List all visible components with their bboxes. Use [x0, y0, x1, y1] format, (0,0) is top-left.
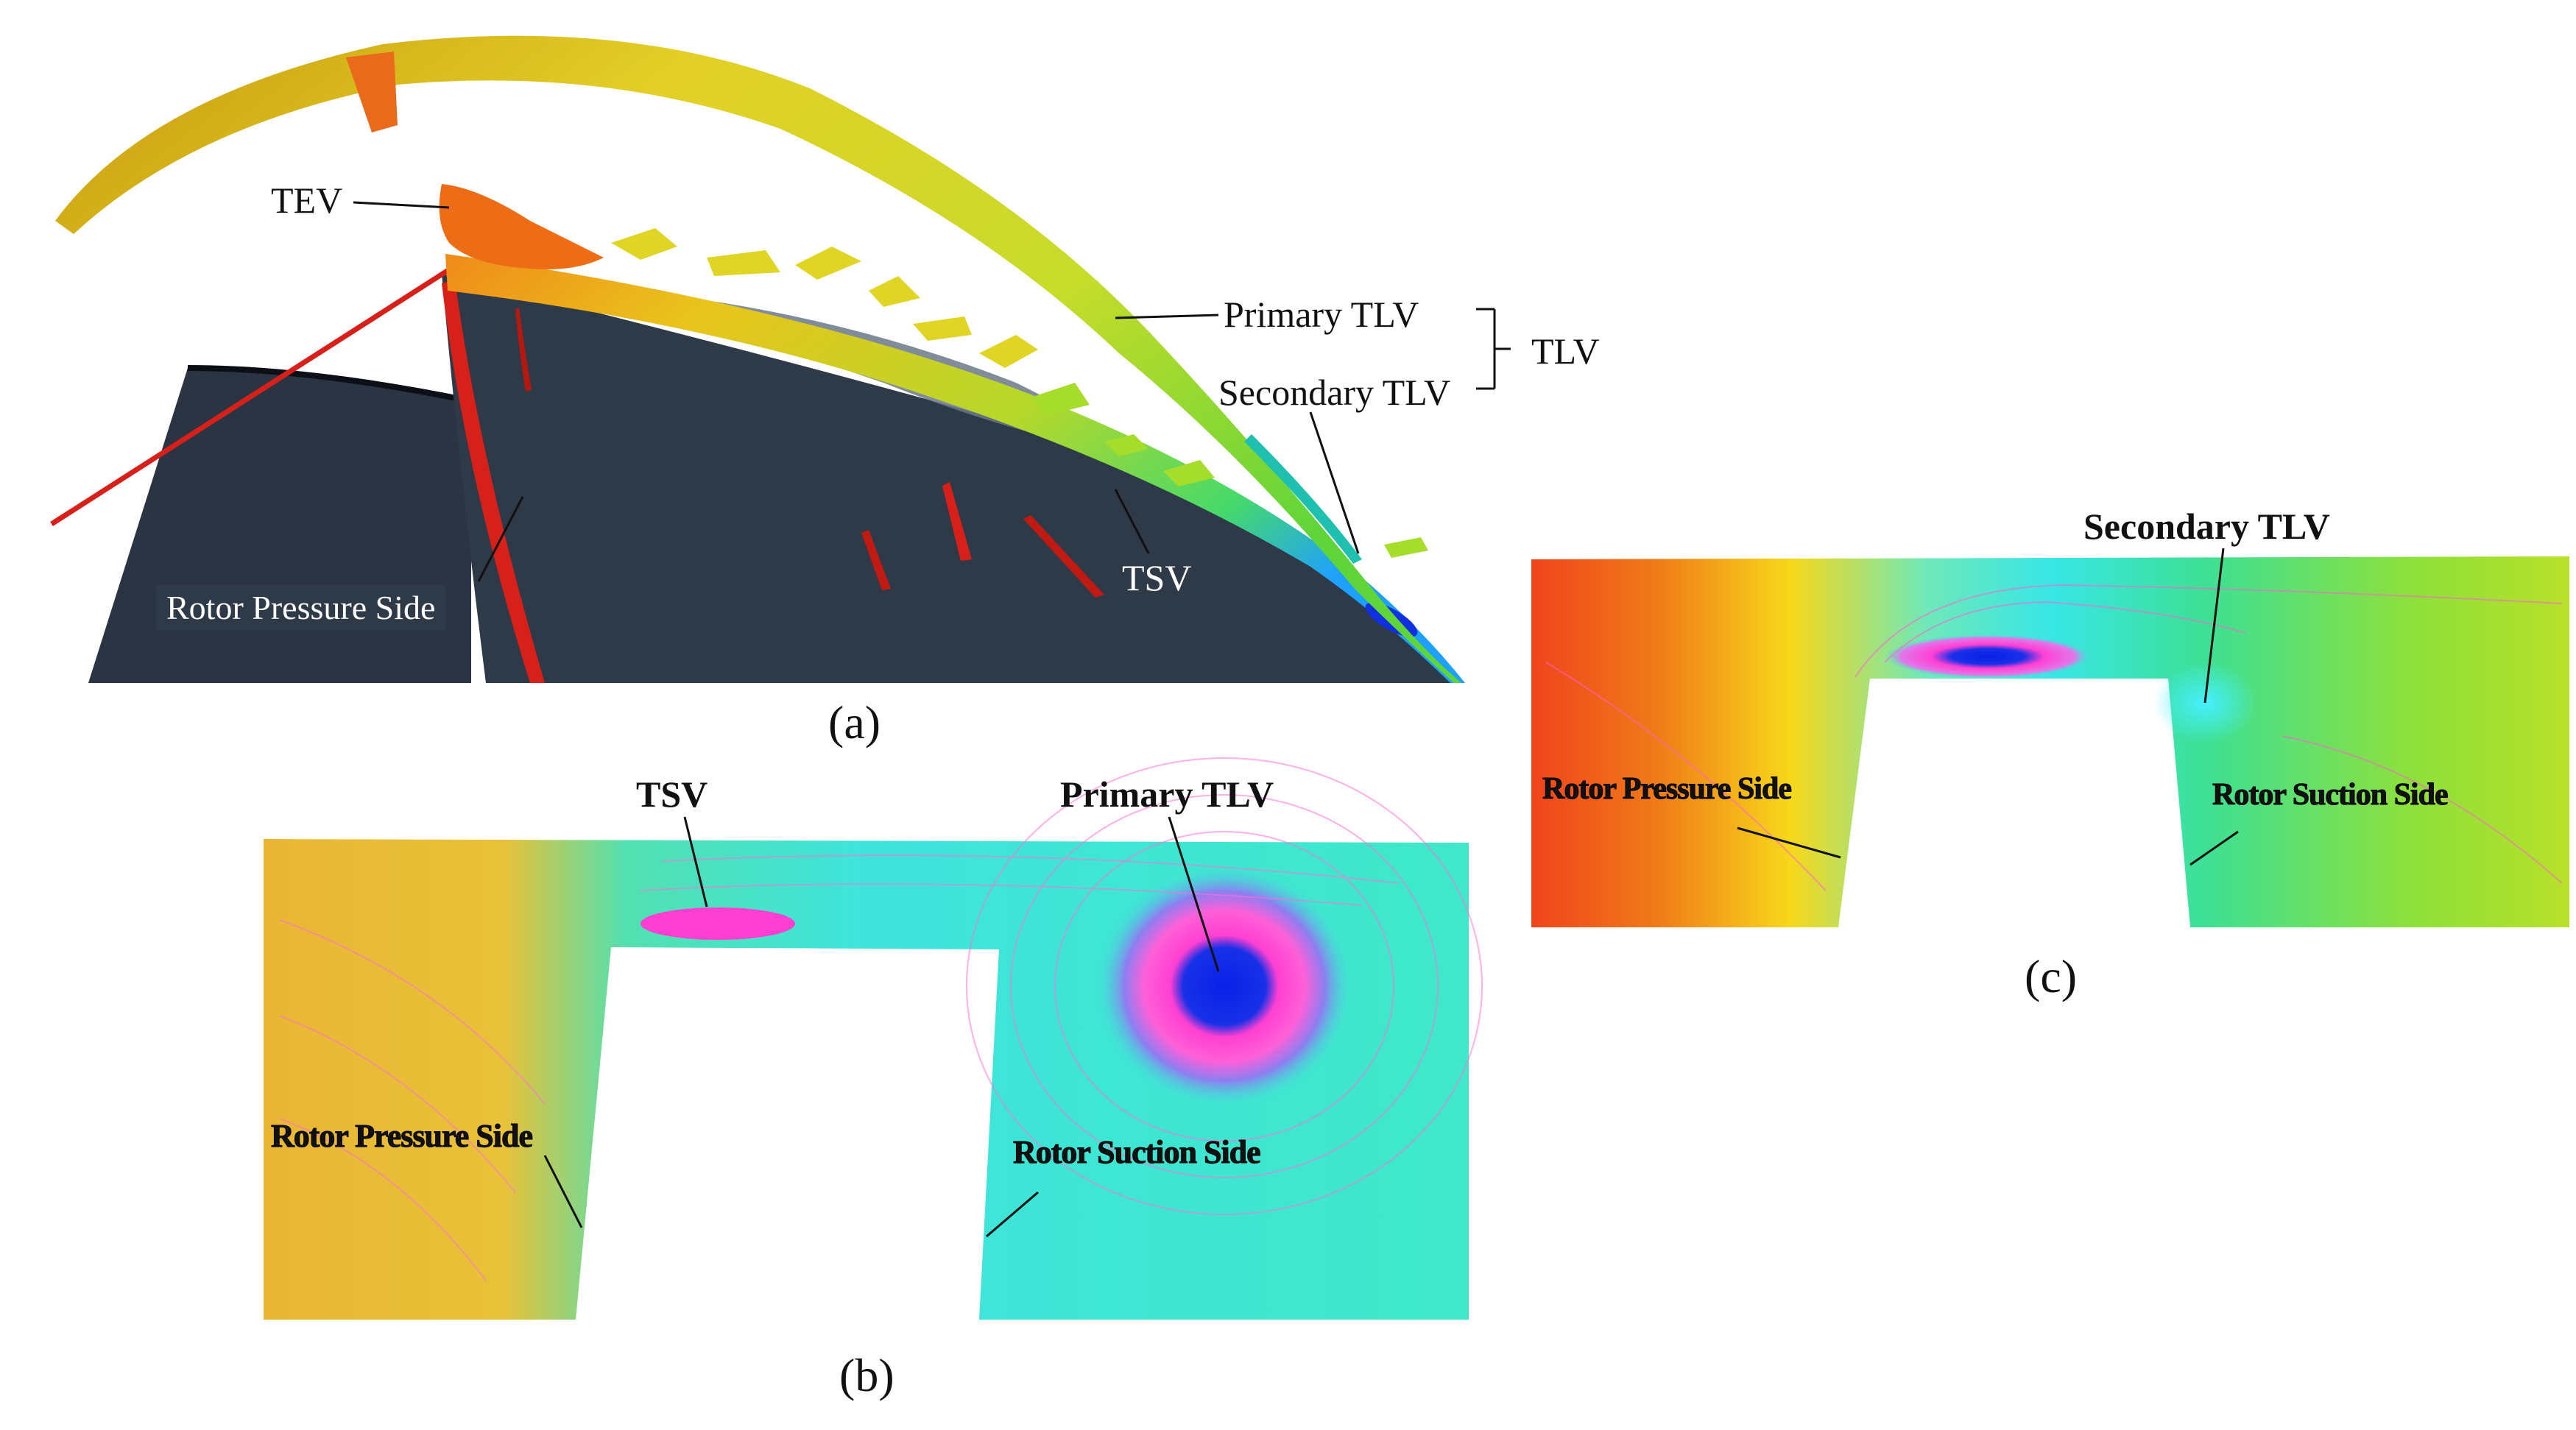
red-vortex-streak	[442, 280, 545, 683]
label-rotor-pressure-side-b: Rotor Pressure Side	[271, 1118, 534, 1155]
label-secondary-tlv-c: Secondary TLV	[2083, 506, 2330, 547]
label-rotor-suction-side-b: Rotor Suction Side	[1013, 1134, 1262, 1171]
panel-c-field	[1531, 556, 2569, 927]
label-secondary-tlv-a: Secondary TLV	[1218, 372, 1451, 413]
panel-b-render	[264, 757, 1483, 1320]
panel-c-leaders	[1737, 548, 2239, 866]
label-tsv-b: TSV	[636, 774, 708, 815]
red-reference-line	[50, 263, 458, 526]
label-tlv-group: TLV	[1531, 330, 1600, 372]
label-rotor-suction-side-c: Rotor Suction Side	[2212, 778, 2449, 813]
caption-panel-a: (a)	[828, 696, 881, 748]
tev-isosurface	[439, 184, 604, 269]
panel-c-render	[1531, 556, 2569, 927]
primary-tlv-core	[1095, 865, 1353, 1108]
tip-separation-vortex-band	[445, 254, 1465, 683]
back-blade-surface	[88, 368, 471, 683]
label-tev: TEV	[271, 180, 343, 221]
label-primary-tlv-a: Primary TLV	[1224, 294, 1419, 335]
secondary-tlv-isosurface	[1244, 434, 1362, 564]
label-tsv-a: TSV	[1112, 553, 1202, 602]
panel-b-leaders	[543, 816, 1220, 1238]
caption-panel-b: (b)	[839, 1349, 894, 1401]
label-primary-tlv-b: Primary TLV	[1060, 774, 1274, 815]
caption-panel-c: (c)	[2025, 950, 2078, 1002]
tip-clearance-core	[1885, 634, 2091, 679]
orange-vortex-chunk	[346, 52, 398, 132]
label-rotor-pressure-side-a: Rotor Pressure Side	[156, 585, 446, 630]
tsv-core	[641, 907, 795, 940]
label-rotor-pressure-side-c: Rotor Pressure Side	[1542, 772, 1793, 807]
rotor-blade-surface	[442, 274, 1461, 683]
